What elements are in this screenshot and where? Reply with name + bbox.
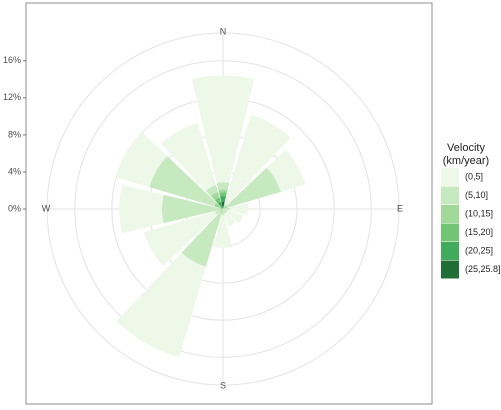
y-tick-label: 0%: [8, 203, 21, 213]
wedge-segment: [218, 189, 228, 193]
wedge-segment: [214, 202, 223, 209]
wedge-segment: [224, 114, 291, 205]
wedge-segment: [219, 196, 227, 202]
wedge-segment: [116, 252, 206, 358]
wedge-segment: [223, 203, 227, 209]
wedge-segment: [181, 212, 222, 267]
wedge-segment: [221, 201, 225, 209]
direction-label: N: [220, 26, 227, 36]
wedge-segment: [223, 209, 228, 213]
wedge-segment: [224, 212, 236, 227]
wedge-segment: [213, 215, 233, 248]
wedge-segment: [223, 207, 230, 211]
wedge-segment: [205, 185, 219, 197]
wedge-segment: [210, 192, 220, 201]
wedge-segment: [221, 209, 225, 216]
direction-label: S: [220, 380, 226, 390]
y-tick-label: 8%: [8, 129, 21, 139]
wedge-segment: [149, 156, 217, 207]
wedge-segment: [217, 201, 223, 209]
y-tick-label: 12%: [3, 92, 21, 102]
wedge-segment: [143, 211, 217, 266]
legend-label: (25,25.8]: [465, 264, 501, 274]
wedge-segment: [226, 167, 281, 208]
wedge-segment: [226, 210, 244, 224]
wedge-segment: [119, 184, 164, 234]
legend-label: (15,20]: [465, 227, 493, 237]
wedge-segment: [219, 208, 223, 210]
direction-label: E: [397, 203, 403, 213]
legend-label: (0,5]: [465, 171, 483, 181]
direction-label: W: [42, 203, 51, 213]
wedge-segment: [223, 205, 228, 209]
legend-title: Velocity: [447, 142, 485, 154]
wedge-segment: [161, 194, 220, 224]
wedge-segment: [219, 192, 227, 197]
legend-title: (km/year): [443, 155, 489, 167]
wedge-segment: [216, 182, 230, 191]
wedge-segment: [215, 209, 223, 215]
wedge-segment: [229, 203, 249, 215]
y-tick-label: 4%: [8, 166, 21, 176]
legend-label: (20,25]: [465, 245, 493, 255]
wedge-segment: [214, 197, 221, 204]
wedge-segment: [191, 75, 255, 183]
legend-key: [441, 223, 459, 242]
wedge-segment: [223, 209, 227, 214]
y-tick-label: 16%: [3, 55, 21, 65]
wedge-segment: [115, 131, 168, 188]
wedge-segment: [161, 122, 216, 191]
legend-key: [441, 168, 459, 186]
wedge-segment: [266, 149, 306, 192]
wedge-segment: [219, 209, 223, 214]
legend-key: [441, 260, 459, 279]
legend-key: [441, 186, 459, 205]
legend-key: [441, 205, 459, 223]
legend-key: [441, 242, 459, 260]
legend-label: (10,15]: [465, 208, 493, 218]
legend-label: (5,10]: [465, 190, 488, 200]
